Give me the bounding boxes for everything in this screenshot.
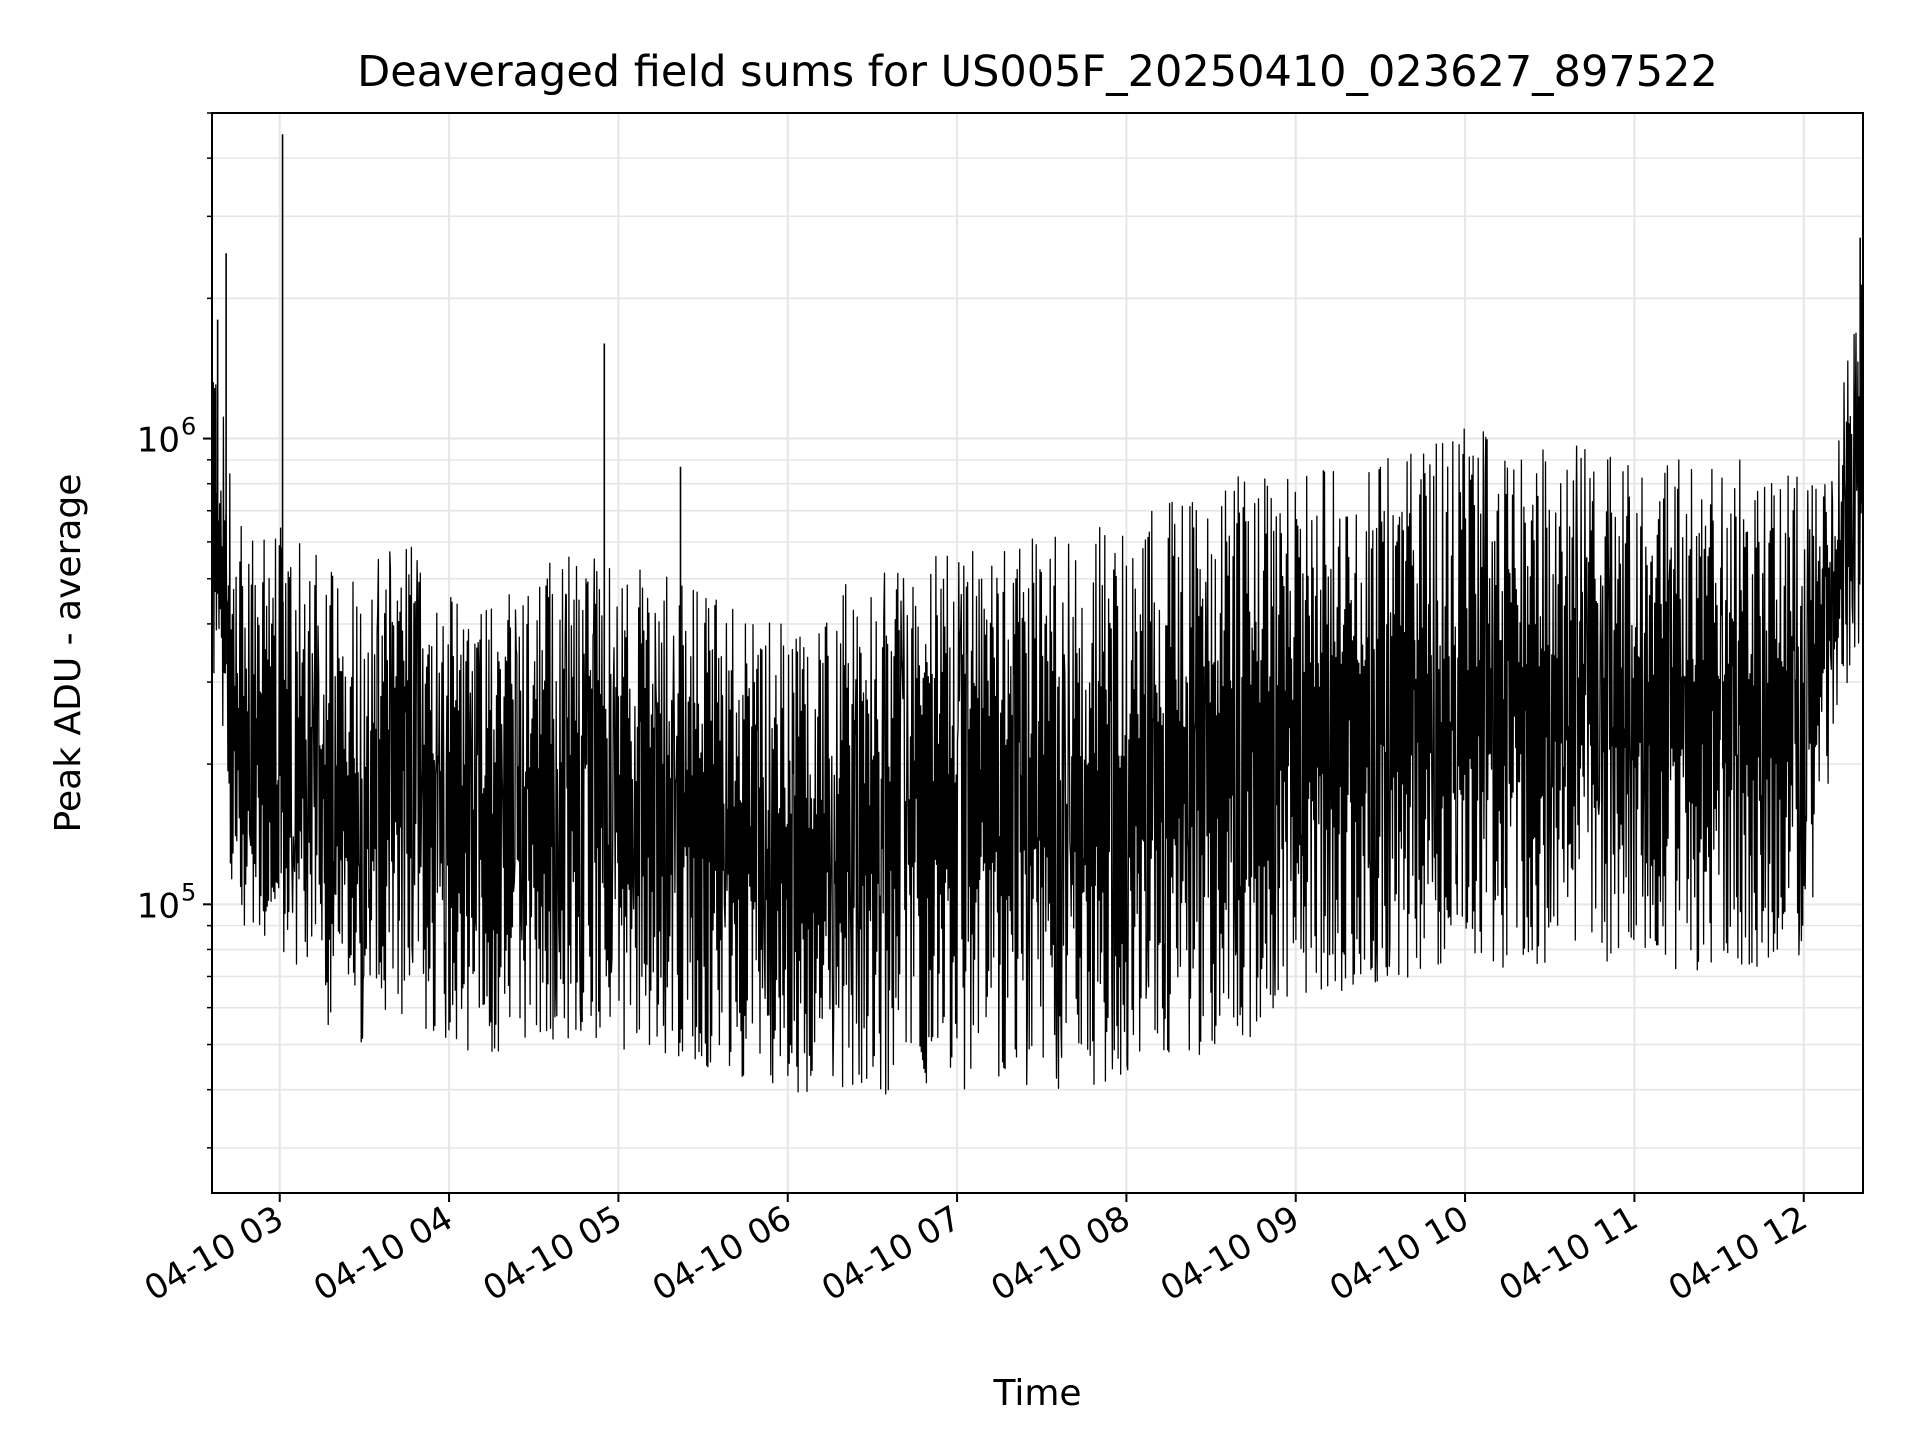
series-layer (211, 134, 1864, 1095)
x-axis-label: Time (992, 1373, 1081, 1414)
chart-title: Deaveraged field sums for US005F_2025041… (357, 47, 1718, 97)
y-axis-label: Peak ADU - average (48, 474, 89, 833)
y-tick-exponent: 5 (181, 878, 196, 906)
y-tick-label: 10 (137, 886, 180, 926)
plot-frame (211, 112, 1864, 1194)
y-tick-label: 10 (137, 421, 180, 461)
series-line (211, 284, 1864, 1095)
y-tick-exponent: 6 (181, 413, 196, 441)
